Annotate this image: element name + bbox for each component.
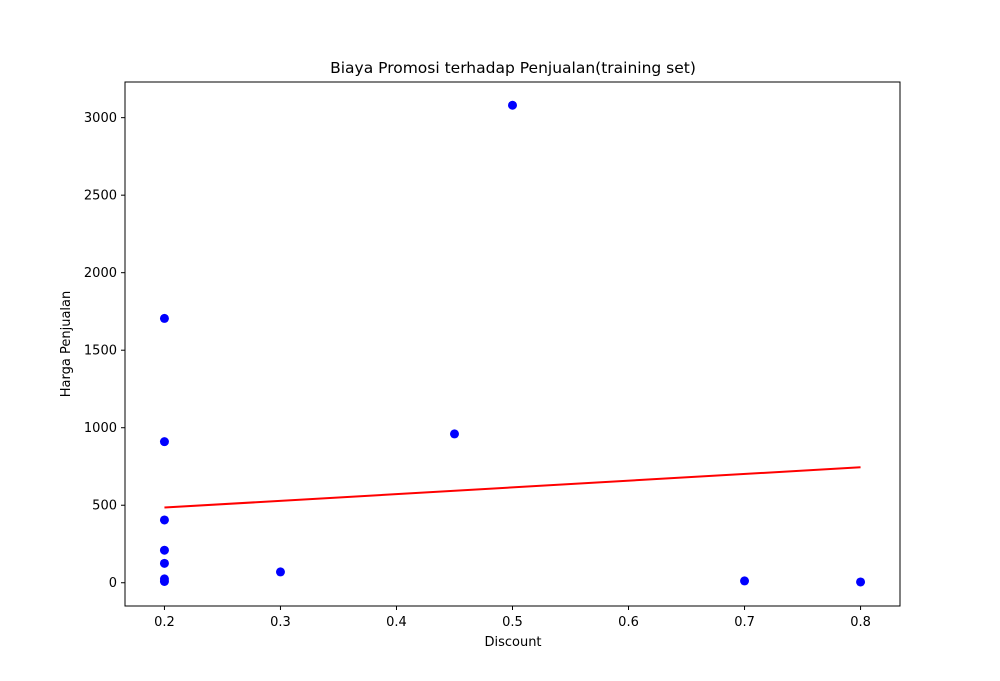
y-tick-label: 500	[92, 499, 117, 514]
scatter-point	[740, 576, 750, 586]
plot-area: 0.2 0.3 0.4 0.5 0.6 0.7 0.8 0 500 1000 1500 2000 250…	[84, 81, 901, 630]
x-tick-label: 0.5	[502, 615, 523, 630]
y-tick-label: 3000	[84, 111, 117, 126]
y-tick-label: 2500	[84, 189, 117, 204]
x-tick-label: 0.8	[850, 615, 871, 630]
x-tick-label: 0.3	[270, 615, 291, 630]
x-tick-label: 0.2	[154, 615, 175, 630]
chart-title: Biaya Promosi terhadap Penjualan(trainin…	[330, 59, 696, 77]
scatter-point	[159, 545, 169, 555]
scatter-point	[508, 100, 517, 110]
scatter-point	[159, 558, 169, 568]
x-tick-label: 0.4	[386, 615, 407, 630]
scatter-point	[275, 567, 285, 577]
x-tick-label: 0.7	[734, 615, 755, 630]
scatter-point	[449, 429, 459, 439]
scatter-point	[159, 515, 169, 525]
regression-line	[164, 466, 861, 509]
y-tick-label: 2000	[84, 266, 117, 281]
x-axis-label: Discount	[484, 635, 541, 650]
scatter-point	[159, 313, 169, 323]
y-tick-label: 1000	[84, 421, 117, 436]
y-tick-label: 1500	[84, 344, 117, 359]
scatter-point	[159, 437, 169, 447]
x-tick-label: 0.6	[618, 615, 639, 630]
scatter-point	[159, 577, 169, 587]
scatter-point	[856, 577, 866, 587]
y-tick-label: 0	[109, 576, 117, 591]
y-axis-label: Harga Penjualan	[59, 291, 74, 397]
